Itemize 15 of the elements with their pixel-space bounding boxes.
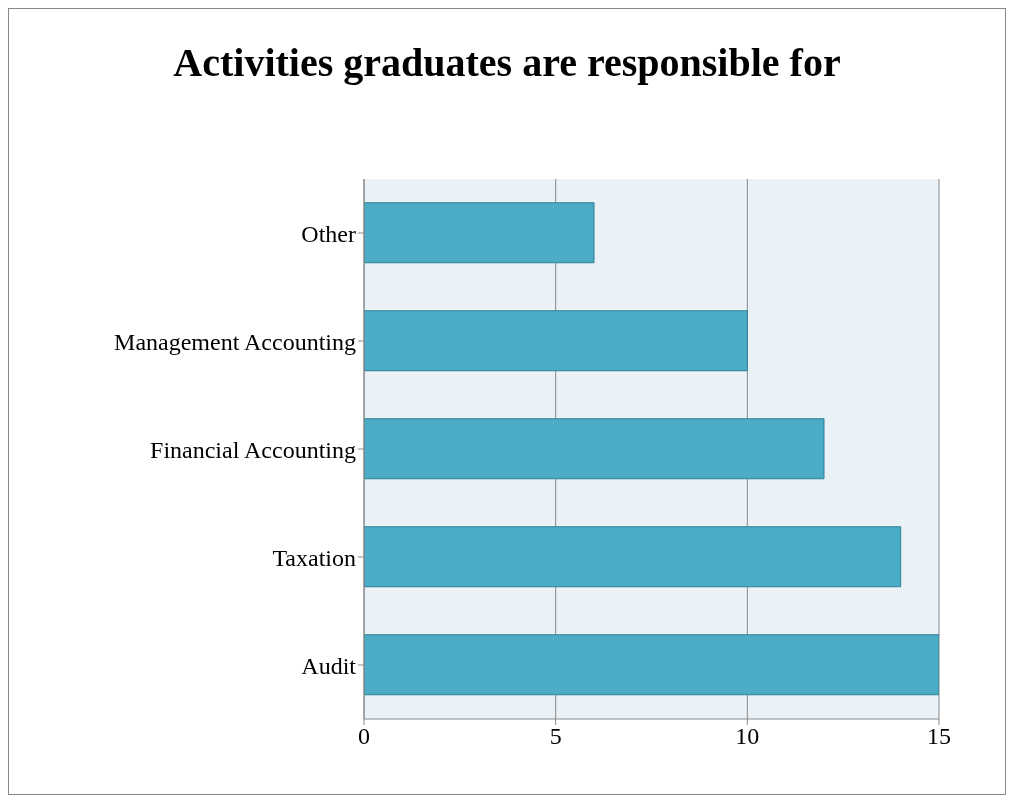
x-tick-label: 10 xyxy=(735,723,760,750)
bar xyxy=(364,202,595,264)
x-tick-label: 0 xyxy=(358,723,370,750)
bar xyxy=(364,634,939,696)
y-tick-label: Audit xyxy=(301,652,357,679)
y-tick-label: Management Accounting xyxy=(114,328,356,355)
x-tick-label: 5 xyxy=(549,723,562,750)
bar xyxy=(364,526,902,588)
y-tick-label: Taxation xyxy=(272,544,356,571)
y-tick-label: Other xyxy=(301,220,356,247)
chart-title: Activities graduates are responsible for xyxy=(172,39,842,87)
bar xyxy=(364,418,825,480)
y-tick-label: Financial Accounting xyxy=(150,436,356,463)
bar xyxy=(364,310,748,372)
x-tick-label: 15 xyxy=(927,723,951,750)
